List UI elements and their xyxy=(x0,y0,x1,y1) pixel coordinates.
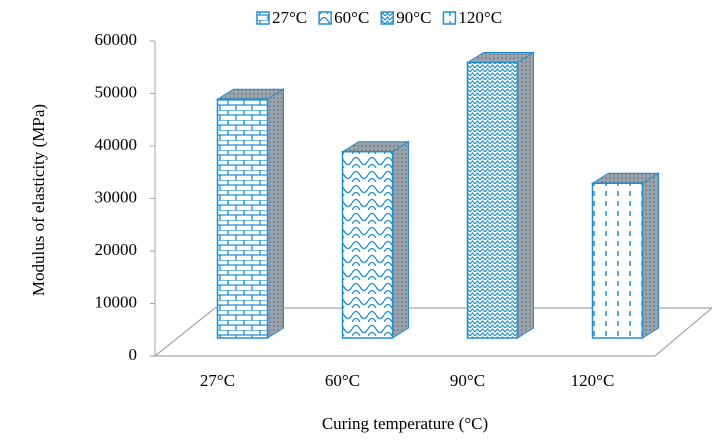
x-axis-title: Curing temperature (°C) xyxy=(322,414,488,433)
legend-label: 27°C xyxy=(272,8,307,27)
legend-label: 90°C xyxy=(396,8,431,27)
x-tick-label: 60°C xyxy=(325,371,360,390)
bar-side xyxy=(517,51,534,339)
floor xyxy=(153,307,712,357)
legend-label: 60°C xyxy=(334,8,369,27)
y-axis-title: Modulus of elasticity (MPa) xyxy=(29,104,48,296)
bar xyxy=(341,151,394,339)
x-tick-label: 90°C xyxy=(450,371,485,390)
legend-label: 120°C xyxy=(458,8,502,27)
y-tick-label: 40000 xyxy=(95,135,138,154)
y-tick-label: 10000 xyxy=(95,292,138,311)
y-tick-label: 0 xyxy=(129,345,138,364)
y-tick-label: 20000 xyxy=(95,240,138,259)
x-tick-label: 120°C xyxy=(571,371,615,390)
bar-side xyxy=(267,88,284,339)
bar xyxy=(466,61,519,339)
bar-side xyxy=(392,140,409,339)
y-tick-label: 30000 xyxy=(95,187,138,206)
legend-swatch xyxy=(442,11,457,25)
x-tick-label: 27°C xyxy=(200,371,235,390)
bar xyxy=(216,98,269,339)
legend-swatch xyxy=(256,11,270,25)
legend-swatch xyxy=(380,11,395,25)
bar-side xyxy=(642,172,659,339)
bar xyxy=(591,182,644,339)
y-tick-label: 60000 xyxy=(95,30,138,49)
y-tick-label: 50000 xyxy=(95,82,138,101)
legend-swatch xyxy=(318,11,332,25)
